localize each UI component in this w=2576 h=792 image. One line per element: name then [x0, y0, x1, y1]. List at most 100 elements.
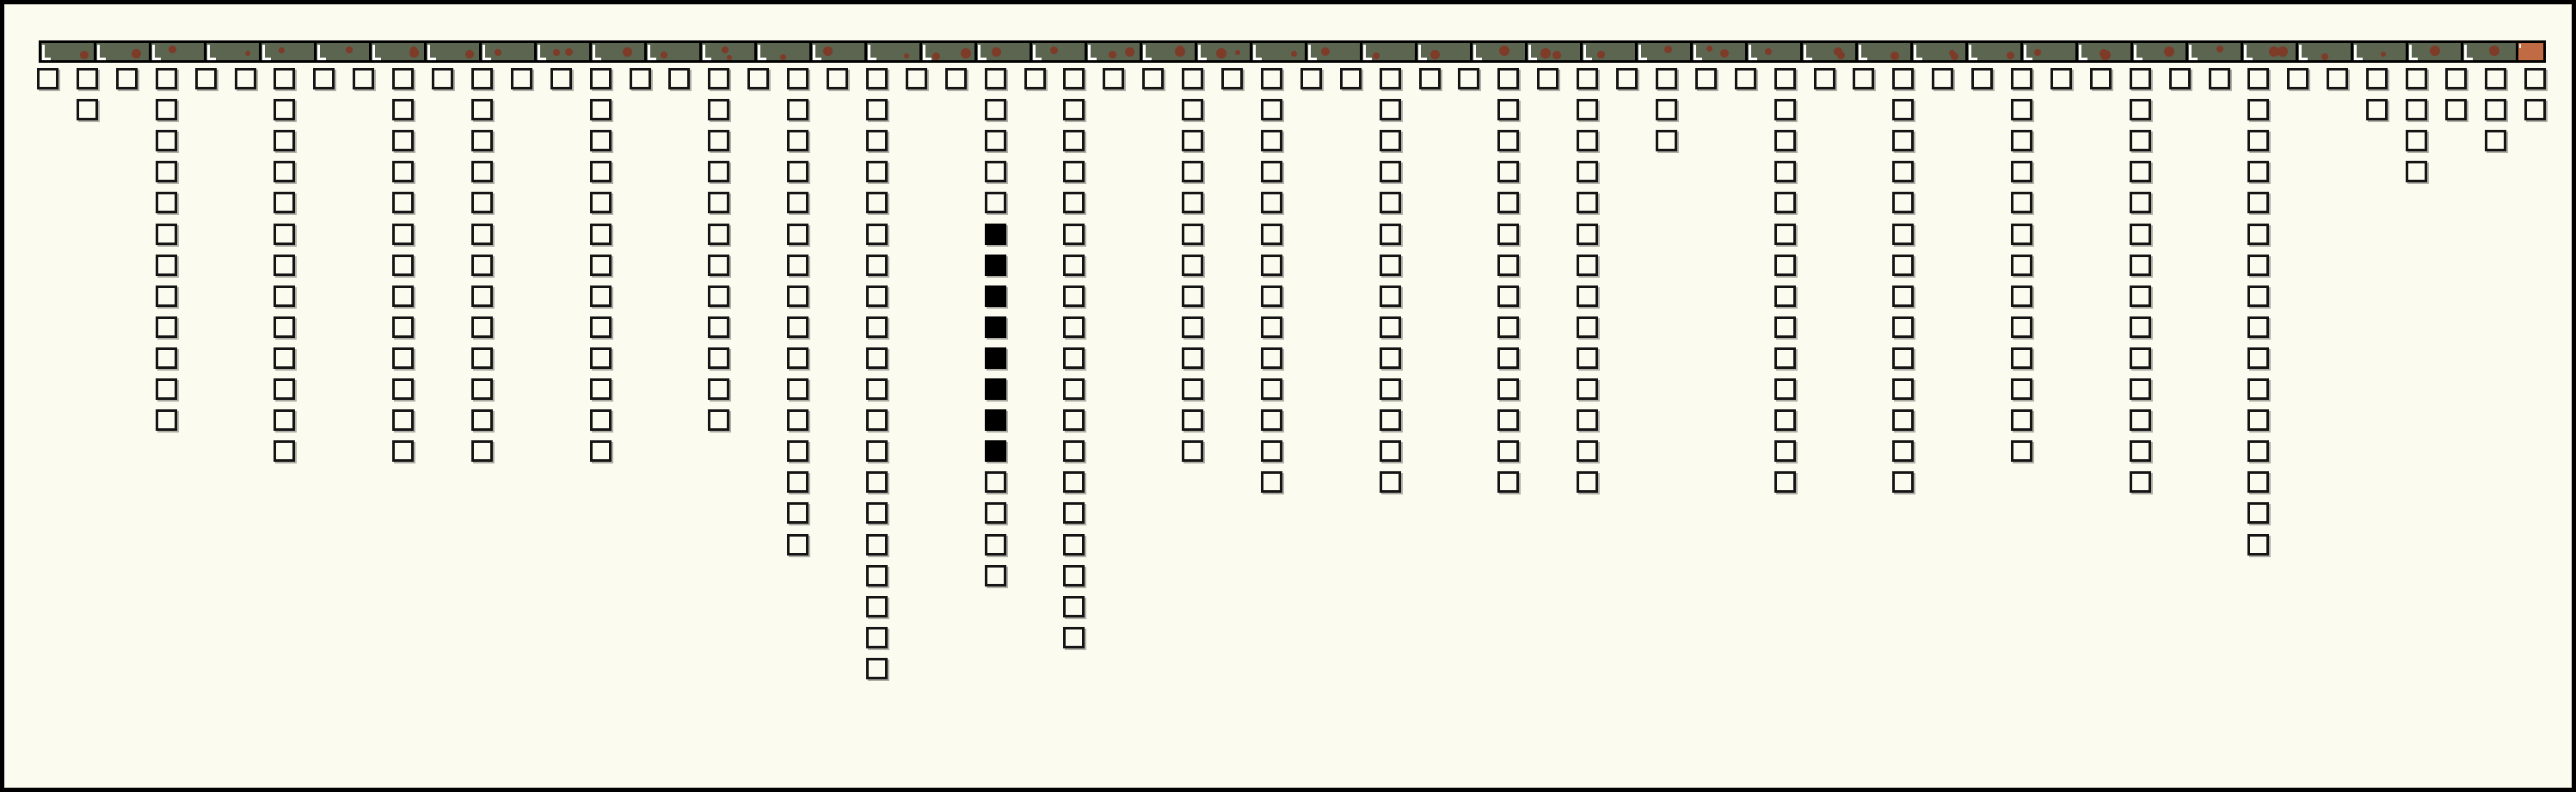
bar-segment-olive[interactable] — [2078, 43, 2130, 60]
cell-empty[interactable] — [1892, 130, 1914, 151]
bar-segment-terracotta[interactable] — [2518, 43, 2543, 60]
cell-empty[interactable] — [985, 68, 1006, 89]
cell-empty[interactable] — [1261, 378, 1282, 400]
cell-empty[interactable] — [1261, 347, 1282, 369]
cell-empty[interactable] — [2130, 224, 2151, 245]
cell-empty[interactable] — [2130, 130, 2151, 151]
cell-empty[interactable] — [2130, 471, 2151, 493]
cell-empty[interactable] — [1063, 378, 1085, 400]
cell-empty[interactable] — [156, 130, 177, 151]
cell-empty[interactable] — [1497, 440, 1519, 462]
cell-empty[interactable] — [708, 224, 729, 245]
cell-empty[interactable] — [1182, 224, 1203, 245]
cell-marker-black[interactable] — [985, 316, 1006, 338]
cell-empty[interactable] — [274, 409, 295, 431]
cell-empty[interactable] — [77, 68, 98, 89]
cell-empty[interactable] — [2011, 347, 2032, 369]
cell-empty[interactable] — [2406, 161, 2427, 182]
cell-empty[interactable] — [787, 68, 808, 89]
cell-empty[interactable] — [1380, 285, 1401, 307]
cell-empty[interactable] — [1261, 161, 1282, 182]
cell-empty[interactable] — [1774, 440, 1796, 462]
cell-empty[interactable] — [2485, 99, 2506, 120]
cell-empty[interactable] — [866, 565, 888, 586]
cell-empty[interactable] — [1774, 378, 1796, 400]
cell-empty[interactable] — [2247, 255, 2269, 276]
cell-empty[interactable] — [274, 378, 295, 400]
cell-empty[interactable] — [866, 99, 888, 120]
cell-empty[interactable] — [235, 68, 256, 89]
cell-empty[interactable] — [708, 68, 729, 89]
cell-empty[interactable] — [471, 224, 493, 245]
cell-empty[interactable] — [2247, 502, 2269, 524]
cell-empty[interactable] — [2011, 316, 2032, 338]
cell-empty[interactable] — [985, 161, 1006, 182]
bar-segment-olive[interactable] — [647, 43, 699, 60]
cell-empty[interactable] — [2524, 68, 2546, 89]
cell-empty[interactable] — [1063, 161, 1085, 182]
cell-empty[interactable] — [1063, 255, 1085, 276]
cell-empty[interactable] — [2130, 440, 2151, 462]
bar-segment-olive[interactable] — [482, 43, 534, 60]
cell-empty[interactable] — [866, 596, 888, 617]
cell-empty[interactable] — [1380, 316, 1401, 338]
cell-empty[interactable] — [1497, 161, 1519, 182]
cell-empty[interactable] — [156, 285, 177, 307]
cell-empty[interactable] — [866, 161, 888, 182]
cell-empty[interactable] — [471, 68, 493, 89]
cell-empty[interactable] — [1103, 68, 1124, 89]
cell-empty[interactable] — [392, 440, 414, 462]
bar-segment-olive[interactable] — [2243, 43, 2296, 60]
cell-empty[interactable] — [1221, 68, 1243, 89]
cell-empty[interactable] — [392, 378, 414, 400]
cell-empty[interactable] — [156, 378, 177, 400]
cell-empty[interactable] — [1261, 409, 1282, 431]
cell-empty[interactable] — [1577, 440, 1598, 462]
bar-segment-olive[interactable] — [537, 43, 589, 60]
cell-empty[interactable] — [2247, 347, 2269, 369]
cell-empty[interactable] — [1458, 68, 1479, 89]
cell-empty[interactable] — [1497, 378, 1519, 400]
cell-empty[interactable] — [866, 440, 888, 462]
cell-empty[interactable] — [590, 68, 612, 89]
cell-empty[interactable] — [1063, 627, 1085, 648]
cell-empty[interactable] — [787, 130, 808, 151]
cell-empty[interactable] — [2130, 68, 2151, 89]
cell-marker-black[interactable] — [985, 440, 1006, 462]
cell-empty[interactable] — [1497, 409, 1519, 431]
cell-empty[interactable] — [866, 534, 888, 556]
progress-indicator-bar[interactable] — [39, 40, 2546, 63]
cell-empty[interactable] — [274, 285, 295, 307]
cell-empty[interactable] — [1024, 68, 1046, 89]
cell-empty[interactable] — [1261, 192, 1282, 213]
cell-empty[interactable] — [195, 68, 217, 89]
cell-empty[interactable] — [866, 68, 888, 89]
cell-empty[interactable] — [274, 192, 295, 213]
cell-empty[interactable] — [590, 285, 612, 307]
cell-empty[interactable] — [866, 471, 888, 493]
cell-empty[interactable] — [866, 409, 888, 431]
cell-marker-black[interactable] — [985, 378, 1006, 400]
cell-empty[interactable] — [1892, 255, 1914, 276]
cell-empty[interactable] — [2366, 99, 2388, 120]
cell-empty[interactable] — [1497, 192, 1519, 213]
cell-empty[interactable] — [1774, 409, 1796, 431]
cell-empty[interactable] — [866, 658, 888, 679]
cell-empty[interactable] — [1497, 471, 1519, 493]
cell-empty[interactable] — [1497, 68, 1519, 89]
cell-empty[interactable] — [866, 502, 888, 524]
bar-segment-olive[interactable] — [922, 43, 974, 60]
cell-empty[interactable] — [985, 192, 1006, 213]
cell-empty[interactable] — [1577, 347, 1598, 369]
cell-empty[interactable] — [1814, 68, 1835, 89]
cell-empty[interactable] — [787, 502, 808, 524]
cell-empty[interactable] — [2050, 68, 2072, 89]
cell-empty[interactable] — [1063, 99, 1085, 120]
cell-empty[interactable] — [1063, 347, 1085, 369]
cell-empty[interactable] — [2247, 68, 2269, 89]
cell-empty[interactable] — [1774, 99, 1796, 120]
cell-empty[interactable] — [1182, 347, 1203, 369]
cell-empty[interactable] — [866, 285, 888, 307]
cell-empty[interactable] — [1182, 378, 1203, 400]
cell-empty[interactable] — [274, 99, 295, 120]
